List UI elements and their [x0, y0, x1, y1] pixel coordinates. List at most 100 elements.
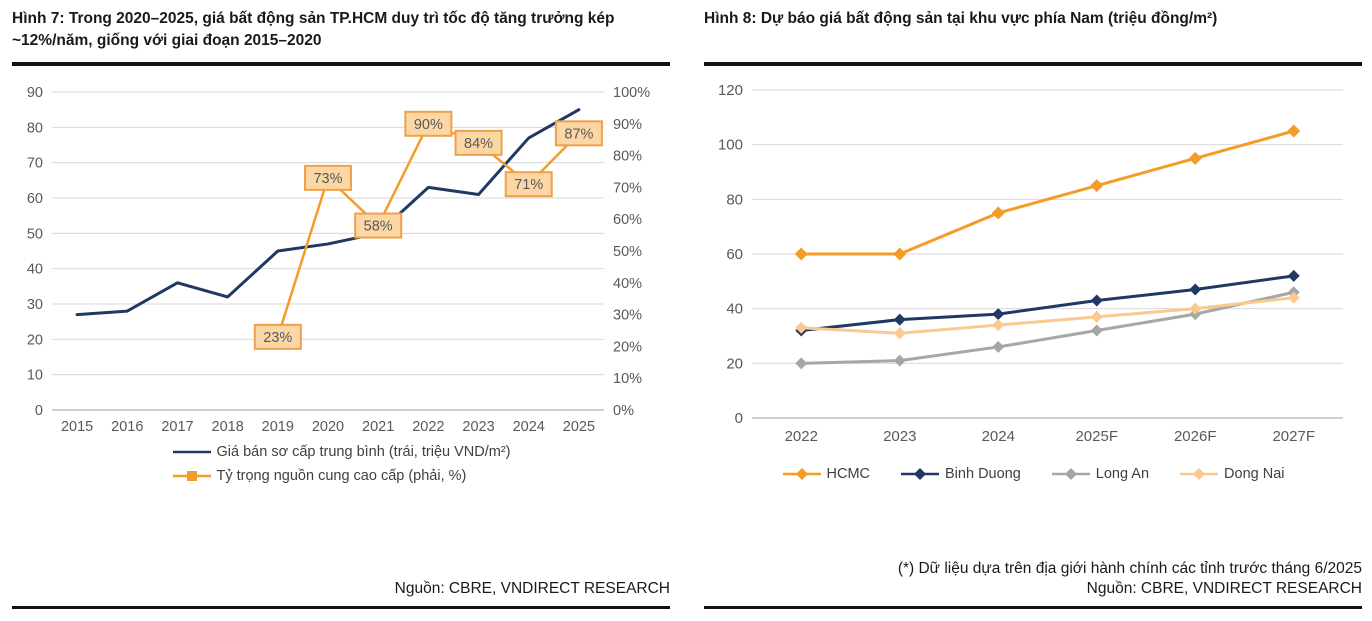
- series-primary-price: [75, 108, 581, 317]
- svg-text:50%: 50%: [613, 244, 642, 260]
- legend-swatch-binh-duong: [901, 468, 940, 480]
- svg-text:70%: 70%: [613, 180, 642, 196]
- figure-8-bottom-rule: [704, 606, 1362, 609]
- diamond-marker: [1189, 283, 1202, 296]
- svg-text:2025F: 2025F: [1075, 428, 1118, 445]
- diamond-marker: [893, 313, 906, 326]
- svg-text:70: 70: [27, 156, 43, 172]
- svg-text:2020: 2020: [312, 419, 344, 435]
- diamond-marker: [893, 327, 906, 340]
- diamond-marker: [1090, 179, 1104, 193]
- svg-text:58%: 58%: [364, 219, 393, 235]
- svg-text:2016: 2016: [111, 419, 143, 435]
- svg-text:84%: 84%: [464, 136, 493, 152]
- figure-7-chart-wrap: 0 10 20 30 40 50 60 70 80 90 0% 10% 20% 30% 40% 50% 60% 7…: [12, 70, 670, 442]
- legend-item-long-an: Long An: [1051, 466, 1149, 482]
- svg-text:87%: 87%: [564, 126, 593, 142]
- series-binh-duong: [795, 269, 1300, 337]
- left-axis-ticks: 0 20 40 60 80 100 120: [718, 82, 743, 427]
- svg-text:60%: 60%: [613, 212, 642, 228]
- figure-7-title: Hình 7: Trong 2020–2025, giá bất động sả…: [12, 10, 615, 49]
- svg-text:40%: 40%: [613, 276, 642, 292]
- legend-label: HCMC: [826, 466, 871, 482]
- figure-8-top-rule: [704, 62, 1362, 66]
- diamond-marker: [1287, 124, 1301, 138]
- series-hcmc: [794, 124, 1301, 261]
- svg-text:23%: 23%: [263, 330, 292, 346]
- svg-text:20: 20: [726, 355, 743, 372]
- svg-text:10%: 10%: [613, 371, 642, 387]
- figure-7-legend: Giá bán sơ cấp trung bình (trái, triệu V…: [12, 444, 670, 484]
- diamond-marker: [992, 319, 1005, 332]
- hcmc-price-premium-chart: 0 10 20 30 40 50 60 70 80 90 0% 10% 20% 30% 40% 50% 60% 7…: [27, 85, 650, 435]
- svg-text:2026F: 2026F: [1174, 428, 1217, 445]
- svg-text:2021: 2021: [362, 419, 394, 435]
- left-axis-ticks: 0 10 20 30 40 50 60 70 80 90: [27, 85, 43, 419]
- data-label: 73%: [304, 164, 352, 191]
- legend-item-premium-share: Tỷ trọng nguồn cung cao cấp (phải, %): [172, 468, 467, 484]
- figure-8-source: (*) Dữ liệu dựa trên địa giới hành chính…: [704, 560, 1362, 606]
- diamond-marker: [795, 357, 808, 370]
- legend-swatch-long-an: [1051, 468, 1090, 480]
- data-label: 90%: [404, 110, 453, 137]
- diamond-marker: [991, 206, 1005, 220]
- svg-text:2025: 2025: [563, 419, 595, 435]
- gridlines: [52, 91, 604, 411]
- diamond-marker: [1090, 310, 1103, 323]
- svg-text:2024: 2024: [513, 419, 545, 435]
- svg-text:2019: 2019: [262, 419, 294, 435]
- legend-label: Dong Nai: [1224, 466, 1285, 482]
- figure-8-chart-wrap: 0 20 40 60 80 100 120 2022 2023 2024 2025F 2026F 202…: [704, 70, 1362, 452]
- figure-8-title: Hình 8: Dự báo giá bất động sản tại khu …: [704, 10, 1218, 27]
- legend-label: Binh Duong: [945, 466, 1021, 482]
- data-label: 84%: [454, 129, 503, 156]
- svg-text:100%: 100%: [613, 85, 650, 101]
- svg-text:80%: 80%: [613, 149, 642, 165]
- svg-text:2018: 2018: [212, 419, 244, 435]
- diamond-marker: [1287, 291, 1300, 304]
- svg-text:30%: 30%: [613, 308, 642, 324]
- diamond-marker: [1188, 151, 1202, 165]
- svg-text:60: 60: [27, 191, 43, 207]
- data-label: 58%: [354, 212, 403, 239]
- svg-text:20%: 20%: [613, 339, 642, 355]
- svg-text:0: 0: [735, 410, 743, 427]
- legend-label: Tỷ trọng nguồn cung cao cấp (phải, %): [216, 468, 467, 484]
- diamond-marker: [1287, 269, 1300, 282]
- svg-text:2023: 2023: [883, 428, 916, 445]
- footnote-text: (*) Dữ liệu dựa trên địa giới hành chính…: [897, 560, 1362, 577]
- figure-7-top-rule: [12, 62, 670, 66]
- data-label: 87%: [554, 120, 603, 147]
- legend-swatch-dong-nai: [1180, 468, 1219, 480]
- legend-item-binh-duong: Binh Duong: [900, 466, 1021, 482]
- legend-item-hcmc: HCMC: [782, 466, 871, 482]
- x-axis-ticks: 2015 2016 2017 2018 2019 2020 2021 2022 2023 2024…: [61, 419, 595, 435]
- legend-swatch-premium-share: [172, 471, 211, 481]
- legend-label: Giá bán sơ cấp trung bình (trái, triệu V…: [216, 444, 511, 460]
- svg-text:90: 90: [27, 85, 43, 101]
- svg-text:0%: 0%: [613, 403, 634, 419]
- svg-text:40: 40: [726, 301, 743, 318]
- diamond-marker: [1090, 294, 1103, 307]
- figure-7-source: Nguồn: CBRE, VNDIRECT RESEARCH: [12, 580, 670, 606]
- x-axis-ticks: 2022 2023 2024 2025F 2026F 2027F: [785, 428, 1315, 445]
- svg-text:2017: 2017: [161, 419, 193, 435]
- svg-text:60: 60: [726, 246, 743, 263]
- svg-text:10: 10: [27, 368, 43, 384]
- svg-text:2015: 2015: [61, 419, 93, 435]
- series-long-an: [795, 286, 1300, 370]
- svg-text:2022: 2022: [785, 428, 818, 445]
- svg-text:90%: 90%: [414, 117, 443, 133]
- figure-8-panel: Hình 8: Dự báo giá bất động sản tại khu …: [704, 8, 1362, 609]
- svg-text:120: 120: [718, 82, 743, 99]
- source-text: Nguồn: CBRE, VNDIRECT RESEARCH: [1086, 580, 1362, 597]
- svg-text:40: 40: [27, 262, 43, 278]
- legend-swatch-hcmc: [782, 468, 821, 480]
- svg-text:80: 80: [726, 191, 743, 208]
- legend-item-dong-nai: Dong Nai: [1179, 466, 1284, 482]
- svg-text:80: 80: [27, 120, 43, 136]
- legend-swatch-primary-price: [172, 450, 211, 454]
- figure-7-bottom-rule: [12, 606, 670, 609]
